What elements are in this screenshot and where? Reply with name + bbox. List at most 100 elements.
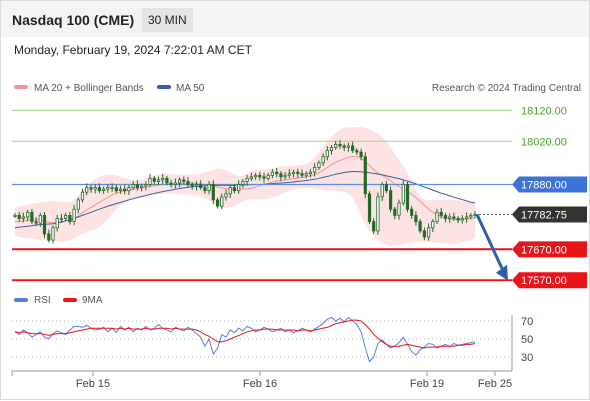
candle-body xyxy=(414,214,418,222)
candle-body xyxy=(317,162,321,168)
header-bar: Nasdaq 100 (CME) 30 MIN xyxy=(1,1,589,37)
candle-body xyxy=(418,221,422,232)
candle-body xyxy=(118,188,123,192)
candle-body xyxy=(114,187,118,192)
candle-body xyxy=(380,184,384,198)
candle-body xyxy=(13,214,17,217)
candle-body xyxy=(72,208,76,222)
candle-body xyxy=(270,171,275,176)
candle-body xyxy=(405,184,410,210)
candle-body xyxy=(431,221,435,229)
candle-body xyxy=(110,187,114,190)
projection-arrow-line xyxy=(475,213,506,274)
candle-body xyxy=(76,199,80,210)
instrument-title: Nasdaq 100 (CME) xyxy=(12,12,135,28)
candle-body xyxy=(329,147,334,151)
candle-body xyxy=(464,216,469,219)
rsi-tick-label: 30 xyxy=(521,352,533,364)
candle-body xyxy=(241,180,245,185)
x-axis: Feb 15 Feb 16 Feb 19 Feb 25 xyxy=(11,371,512,390)
candle-body xyxy=(190,184,194,187)
current-level-label: 17782.75 xyxy=(521,210,567,222)
candle-body xyxy=(26,211,30,218)
candle-body xyxy=(97,187,101,192)
candle-body xyxy=(283,174,287,178)
candle-body xyxy=(55,218,59,229)
candle-body xyxy=(131,184,135,188)
timestamp: Monday, February 19, 2024 7:22:01 AM CET xyxy=(14,43,252,57)
candle-body xyxy=(334,143,338,148)
candle-body xyxy=(253,174,258,178)
candle-body xyxy=(342,145,346,148)
candle-body xyxy=(460,218,464,221)
candle-body xyxy=(51,227,55,241)
candle-body xyxy=(161,177,165,181)
x-tick-label: Feb 15 xyxy=(76,378,110,390)
candle-body xyxy=(372,221,376,232)
rsi-tick-label: 70 xyxy=(521,316,533,328)
candle-body xyxy=(325,150,329,158)
candle-body xyxy=(393,208,397,216)
candle-body xyxy=(17,214,21,219)
candle-body xyxy=(93,187,97,190)
candle-body xyxy=(30,211,34,223)
candle-body xyxy=(456,218,460,221)
timeframe-badge[interactable]: 30 MIN xyxy=(142,8,193,32)
support-level-label: 17670.00 xyxy=(521,244,567,256)
candle-body xyxy=(152,177,156,182)
candle-body xyxy=(165,177,169,184)
candle-body xyxy=(80,191,85,201)
candle-body xyxy=(262,176,266,179)
candle-body xyxy=(401,184,405,204)
candle-body xyxy=(363,156,367,195)
candle-body xyxy=(300,173,304,176)
candle-body xyxy=(207,184,211,192)
x-tick-label: Feb 25 xyxy=(478,378,512,390)
pivot-level-label: 17880.00 xyxy=(521,180,567,192)
candle-body xyxy=(308,171,313,175)
candle-body xyxy=(47,233,51,241)
9ma-legend-swatch xyxy=(63,298,77,302)
ma20-line xyxy=(15,155,476,224)
candle-body xyxy=(435,211,439,223)
candle-body xyxy=(102,188,106,192)
candle-body xyxy=(338,143,342,147)
candle-body xyxy=(106,187,110,190)
candle-body xyxy=(224,193,228,198)
candle-body xyxy=(258,174,262,178)
candle-body xyxy=(42,214,47,235)
candle-body xyxy=(452,216,456,219)
candle-body xyxy=(359,151,363,158)
candle-body xyxy=(232,187,236,192)
candle-body xyxy=(194,184,199,187)
candle-body xyxy=(199,184,203,188)
candle-body xyxy=(186,180,190,185)
candle-body xyxy=(422,230,427,238)
candle-body xyxy=(443,214,448,219)
candle-body xyxy=(139,185,144,189)
candle-body xyxy=(469,214,473,218)
candle-body xyxy=(38,214,42,224)
candle-body xyxy=(156,179,161,182)
candle-body xyxy=(203,187,207,192)
candle-body xyxy=(426,227,431,238)
support-price-tag xyxy=(512,241,587,258)
candle-body xyxy=(291,171,296,175)
rsi-tick-label: 50 xyxy=(521,334,533,346)
candle-body xyxy=(85,187,89,193)
support-level-label: 17570.00 xyxy=(521,275,567,287)
candle-body xyxy=(21,216,26,219)
candle-body xyxy=(304,173,308,176)
candle-body xyxy=(211,184,215,201)
x-tick-label: Feb 16 xyxy=(243,378,277,390)
candle-body xyxy=(384,184,389,192)
projection-arrow-head xyxy=(496,264,508,281)
candle-body xyxy=(279,173,283,178)
candle-body xyxy=(376,196,380,232)
candle-body xyxy=(249,176,253,179)
candle-body xyxy=(220,196,224,207)
price-plot: 18120.00 18020.00 17880.00 17782.75 17670.00… xyxy=(12,105,587,289)
candle-body xyxy=(439,211,443,216)
rsi-legend-label: RSI xyxy=(34,295,51,306)
